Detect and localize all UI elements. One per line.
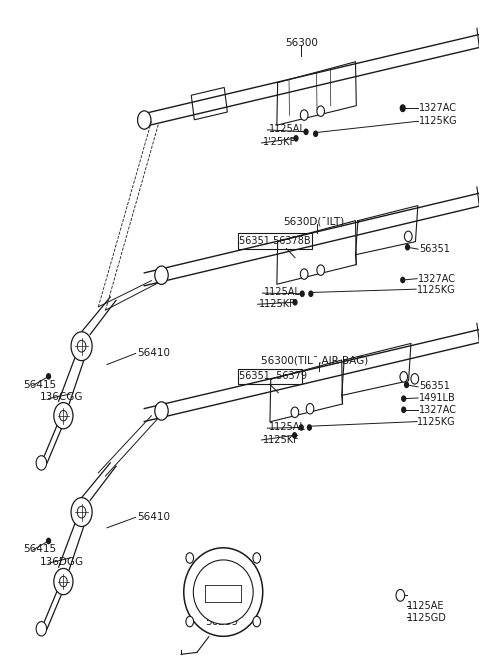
Text: 1'25KF: 1'25KF bbox=[263, 137, 296, 147]
Circle shape bbox=[60, 576, 67, 587]
Circle shape bbox=[309, 291, 313, 296]
Circle shape bbox=[406, 244, 409, 250]
Circle shape bbox=[36, 622, 47, 636]
Text: 1125AL: 1125AL bbox=[269, 422, 306, 432]
Text: 1125KF: 1125KF bbox=[259, 298, 296, 309]
Circle shape bbox=[400, 372, 408, 382]
Circle shape bbox=[186, 553, 193, 563]
Bar bbox=[238, 233, 312, 248]
Text: 1125AE: 1125AE bbox=[407, 601, 444, 612]
Bar bbox=[238, 369, 302, 384]
Circle shape bbox=[291, 407, 299, 418]
Circle shape bbox=[47, 538, 50, 543]
Circle shape bbox=[306, 403, 314, 414]
Circle shape bbox=[396, 589, 405, 601]
Circle shape bbox=[77, 340, 86, 352]
Circle shape bbox=[300, 110, 308, 120]
Circle shape bbox=[317, 265, 324, 275]
Circle shape bbox=[54, 568, 73, 595]
Circle shape bbox=[304, 129, 308, 135]
Text: 1327AC: 1327AC bbox=[419, 103, 457, 113]
Text: 56415: 56415 bbox=[23, 380, 56, 390]
Ellipse shape bbox=[184, 548, 263, 637]
Text: 56300(TIL¯,AIR BAG): 56300(TIL¯,AIR BAG) bbox=[261, 355, 368, 366]
Circle shape bbox=[60, 411, 67, 421]
Text: 56351: 56351 bbox=[419, 381, 450, 391]
Circle shape bbox=[71, 497, 92, 526]
Circle shape bbox=[186, 616, 193, 627]
Text: 1125KF: 1125KF bbox=[263, 435, 299, 445]
Circle shape bbox=[402, 407, 406, 413]
Circle shape bbox=[300, 291, 304, 296]
Text: 1491LB: 1491LB bbox=[419, 393, 456, 403]
Circle shape bbox=[77, 506, 86, 518]
Text: 1125KG: 1125KG bbox=[419, 116, 457, 126]
Circle shape bbox=[253, 553, 261, 563]
Circle shape bbox=[401, 277, 405, 283]
Circle shape bbox=[405, 231, 412, 242]
Circle shape bbox=[253, 616, 261, 627]
Circle shape bbox=[317, 106, 324, 116]
Text: 136DGG: 136DGG bbox=[40, 557, 84, 567]
Text: 56300: 56300 bbox=[285, 37, 318, 48]
Text: 1327AC: 1327AC bbox=[419, 405, 457, 415]
Circle shape bbox=[293, 433, 297, 438]
Circle shape bbox=[36, 456, 47, 470]
Text: 56351: 56351 bbox=[419, 244, 450, 254]
Text: 56410: 56410 bbox=[137, 348, 170, 359]
Circle shape bbox=[411, 374, 419, 384]
Circle shape bbox=[314, 131, 318, 137]
Circle shape bbox=[47, 374, 50, 379]
Circle shape bbox=[71, 332, 92, 361]
Circle shape bbox=[293, 300, 297, 305]
Text: 56259: 56259 bbox=[205, 616, 239, 627]
Text: 1125KG: 1125KG bbox=[417, 286, 456, 296]
Circle shape bbox=[155, 266, 168, 284]
Text: 1125KG: 1125KG bbox=[417, 417, 456, 426]
Circle shape bbox=[155, 402, 168, 420]
Circle shape bbox=[300, 425, 303, 430]
Text: 1125AL: 1125AL bbox=[269, 124, 306, 133]
Circle shape bbox=[294, 136, 298, 141]
Text: 1125GD: 1125GD bbox=[407, 613, 446, 623]
Bar bbox=[191, 87, 228, 120]
Text: 56351  56379: 56351 56379 bbox=[239, 371, 307, 381]
Ellipse shape bbox=[193, 560, 253, 624]
Text: 136CGG: 136CGG bbox=[40, 392, 84, 402]
Text: 56415: 56415 bbox=[23, 545, 56, 555]
Text: 5630D(¯ILT): 5630D(¯ILT) bbox=[284, 217, 345, 227]
Circle shape bbox=[405, 382, 408, 388]
Circle shape bbox=[138, 111, 151, 129]
Circle shape bbox=[308, 425, 312, 430]
Text: 56351 56378B: 56351 56378B bbox=[239, 236, 311, 246]
Circle shape bbox=[54, 403, 73, 429]
Circle shape bbox=[300, 269, 308, 279]
Text: 1125AL: 1125AL bbox=[264, 287, 301, 297]
Circle shape bbox=[400, 105, 405, 112]
Text: 56410: 56410 bbox=[137, 512, 170, 522]
Text: 1327AC: 1327AC bbox=[418, 274, 456, 284]
Circle shape bbox=[402, 396, 406, 401]
Text: 56250A: 56250A bbox=[202, 604, 242, 614]
